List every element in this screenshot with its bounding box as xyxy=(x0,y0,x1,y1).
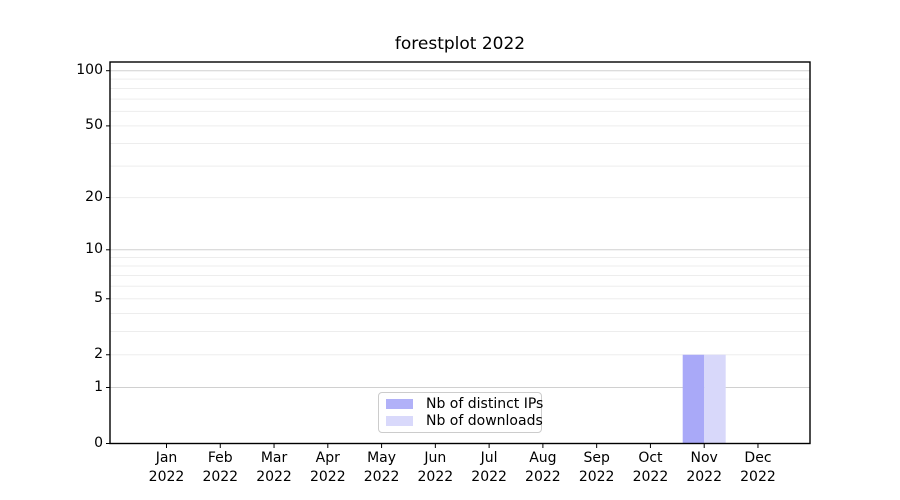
x-tick-label: Sep 2022 xyxy=(578,450,615,485)
x-tick-label: Mar 2022 xyxy=(256,450,292,485)
plot-border xyxy=(109,61,811,445)
y-tick-label: 0 xyxy=(94,435,103,451)
legend-entry-downloads: Nb of downloads xyxy=(386,413,543,429)
x-tick-label: Oct 2022 xyxy=(632,450,669,485)
x-tick-label: Nov 2022 xyxy=(686,450,722,485)
bar-nb-of-downloads xyxy=(704,354,726,444)
legend-swatch-downloads xyxy=(386,416,413,426)
legend-swatch-distinct-ips xyxy=(386,399,413,409)
legend: Nb of distinct IPs Nb of downloads xyxy=(378,392,543,433)
y-tick-label: 10 xyxy=(85,241,103,258)
x-tick-label: Jun 2022 xyxy=(417,450,454,485)
y-tick-label: 5 xyxy=(94,290,103,307)
y-tick-label: 1 xyxy=(94,379,103,395)
bar-nb-of-distinct-ips xyxy=(682,354,705,444)
chart-title: forestplot 2022 xyxy=(394,34,526,54)
x-tick-label: Jan 2022 xyxy=(148,450,185,485)
y-tick-label: 20 xyxy=(85,189,103,206)
legend-entry-distinct-ips: Nb of distinct IPs xyxy=(386,396,543,412)
x-tick-label: Aug 2022 xyxy=(525,450,561,485)
y-tick-label: 50 xyxy=(85,117,103,134)
x-tick-label: Feb 2022 xyxy=(202,450,239,485)
y-tick-label: 100 xyxy=(76,62,103,79)
x-tick-label: Jul 2022 xyxy=(471,450,507,485)
legend-label-distinct-ips: Nb of distinct IPs xyxy=(426,396,544,412)
x-tick-label: Apr 2022 xyxy=(309,450,346,485)
x-tick-label: Dec 2022 xyxy=(740,450,776,485)
legend-label-downloads: Nb of downloads xyxy=(426,413,543,429)
x-tick-label: May 2022 xyxy=(363,450,400,485)
y-tick-label: 2 xyxy=(94,346,103,363)
